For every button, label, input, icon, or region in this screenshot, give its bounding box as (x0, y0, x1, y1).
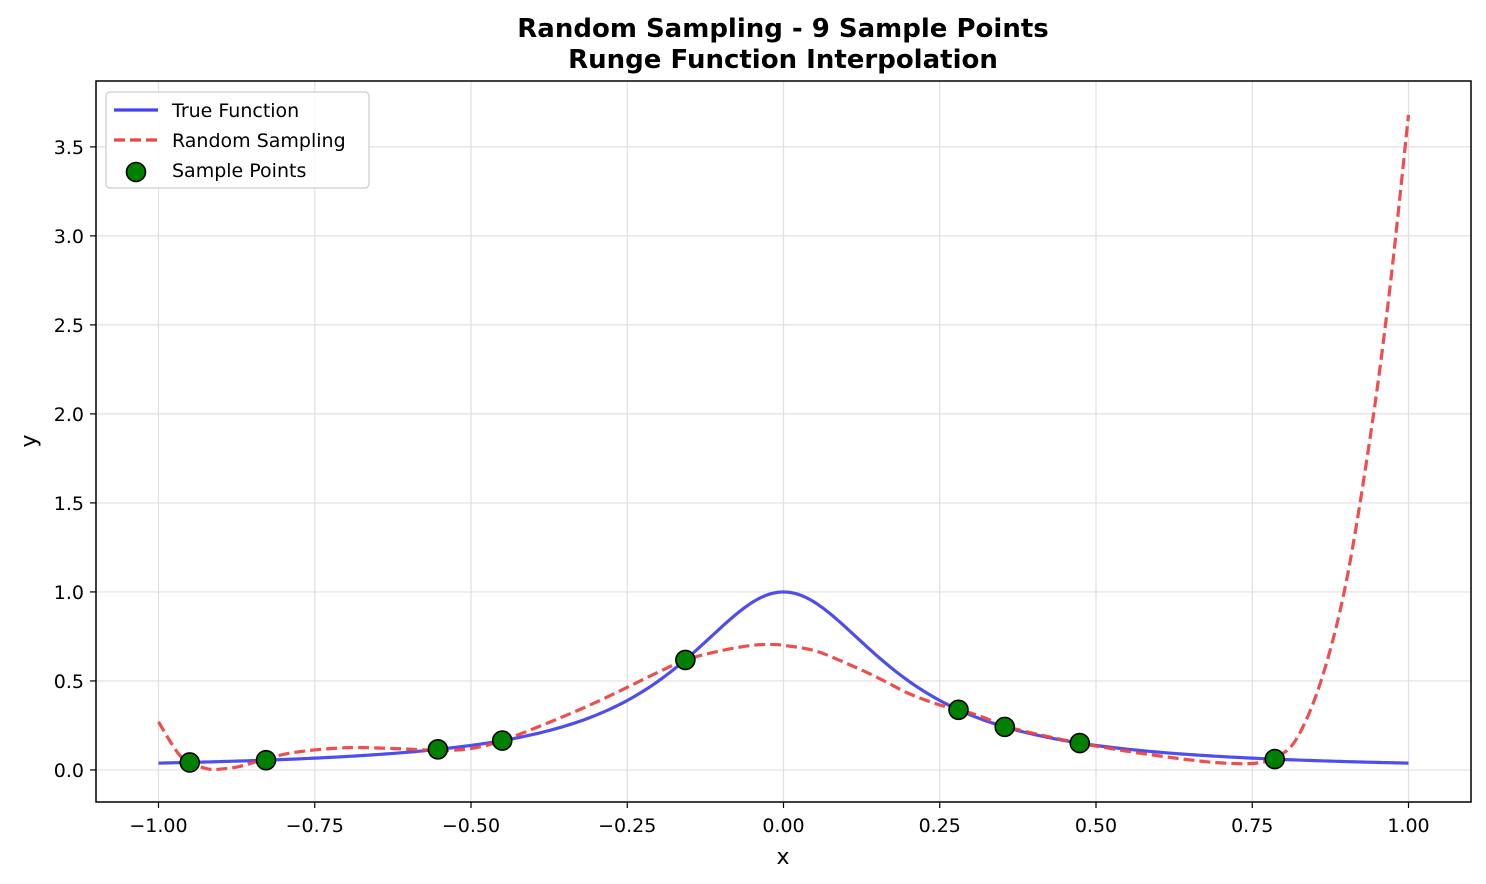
x-tick-label: −0.50 (442, 815, 500, 837)
chart-title: Random Sampling - 9 Sample Points (517, 14, 1048, 44)
chart-subtitle: Runge Function Interpolation (568, 45, 998, 75)
series-line-random-sampling (157, 114, 1411, 772)
sample-point (994, 716, 1016, 738)
y-tick-label: 3.0 (54, 226, 84, 248)
x-tick-label: 1.00 (1387, 815, 1429, 837)
y-tick-label: 2.0 (54, 404, 84, 426)
x-tick-label: 0.75 (1231, 815, 1273, 837)
x-tick-label: 0.00 (762, 815, 804, 837)
x-tick-label: 0.50 (1075, 815, 1117, 837)
sample-point (427, 739, 449, 760)
sample-point (255, 749, 277, 771)
ticks: −1.00 −0.75 −0.50 −0.25 0.00 0.25 0.50 0.75 1.00… (54, 137, 1430, 837)
sample-point (675, 649, 696, 671)
y-tick-label: 1.5 (54, 493, 84, 515)
legend-entry-label: Sample Points (172, 160, 306, 182)
x-axis-label: x (776, 845, 789, 870)
y-tick-label: 0.0 (54, 760, 84, 782)
grid (96, 81, 1471, 802)
sample-point (1069, 732, 1091, 754)
y-tick-label: 0.5 (54, 671, 84, 693)
sample-point (948, 699, 969, 721)
x-tick-label: −0.25 (598, 815, 656, 837)
y-tick-label: 2.5 (54, 315, 84, 337)
y-tick-label: 3.5 (54, 137, 84, 159)
legend-box (105, 91, 370, 189)
x-tick-label: 0.25 (919, 815, 961, 837)
legend-swatch (125, 161, 147, 183)
x-tick-label: −1.00 (129, 815, 187, 837)
legend-entry-label: True Function (171, 100, 299, 122)
sample-point (491, 730, 513, 751)
sample-point (179, 752, 201, 773)
legend: True Function Random Sampling Sample Point… (105, 91, 370, 189)
legend-entry-label: Random Sampling (172, 130, 346, 152)
y-axis-label: y (17, 434, 42, 447)
series-line-true-function (158, 590, 1409, 765)
series-layer (157, 114, 1411, 773)
y-tick-label: 1.0 (54, 582, 84, 604)
x-tick-label: −0.75 (286, 815, 344, 837)
sample-point (1264, 748, 1286, 770)
